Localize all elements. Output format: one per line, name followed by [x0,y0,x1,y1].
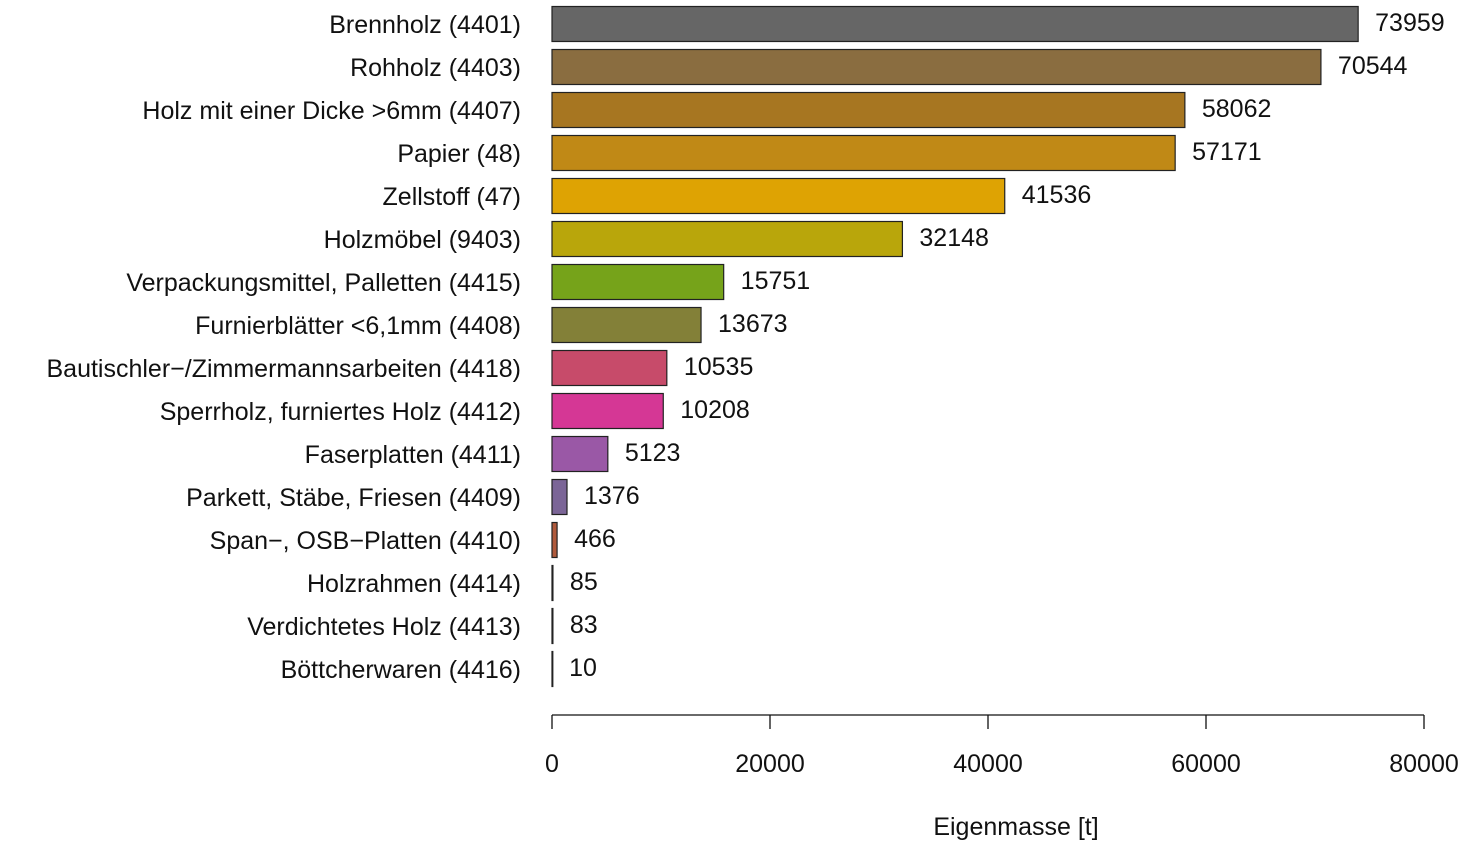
value-label: 10208 [680,396,750,424]
bar [551,134,1176,172]
value-label: 466 [574,525,616,553]
value-label: 1376 [584,482,640,510]
value-label: 10 [569,654,597,682]
bar [551,48,1322,86]
bar [551,220,904,258]
category-label: Zellstoff (47) [383,183,521,211]
category-label: Holzmöbel (9403) [324,226,521,254]
x-tick-label: 80000 [1389,750,1459,778]
x-axis: 0 20000 40000 60000 80000 [545,714,1459,778]
bar [551,521,558,559]
category-label: Bautischler−/Zimmermannsarbeiten (4418) [46,355,521,383]
bars-group [551,5,1359,688]
category-label: Verdichtetes Holz (4413) [247,613,521,641]
bar [551,91,1186,129]
x-tick-label: 40000 [953,750,1023,778]
x-axis-title: Eigenmasse [t] [933,813,1098,841]
category-label: Holzrahmen (4414) [307,570,521,598]
value-label: 85 [570,568,598,596]
value-label: 5123 [625,439,681,467]
bar [551,650,554,688]
value-label: 32148 [919,224,989,252]
value-label: 83 [570,611,598,639]
value-label: 58062 [1202,95,1272,123]
value-label: 13673 [718,310,788,338]
category-label: Rohholz (4403) [350,54,521,82]
bar [551,349,668,387]
category-label: Holz mit einer Dicke >6mm (4407) [142,97,521,125]
x-tick-label: 0 [545,750,559,778]
bar [551,607,554,645]
bar [551,5,1359,43]
category-label: Papier (48) [397,140,521,168]
value-label: 10535 [684,353,754,381]
category-label: Verpackungsmittel, Palletten (4415) [126,269,521,297]
category-label: Span−, OSB−Platten (4410) [210,527,521,555]
category-label: Sperrholz, furniertes Holz (4412) [160,398,521,426]
category-labels: Brennholz (4401) Rohholz (4403) Holz mit e… [46,11,521,684]
category-label: Böttcherwaren (4416) [281,656,521,684]
bar [551,263,725,301]
bar [551,435,609,473]
value-label: 57171 [1192,138,1262,166]
value-label: 73959 [1375,9,1445,37]
category-label: Faserplatten (4411) [305,441,521,469]
value-label: 70544 [1338,52,1408,80]
category-label: Furnierblätter <6,1mm (4408) [195,312,521,340]
bar [551,177,1006,215]
bar [551,564,554,602]
category-label: Parkett, Stäbe, Friesen (4409) [186,484,521,512]
x-tick-label: 60000 [1171,750,1241,778]
bar [551,306,702,344]
value-label: 15751 [741,267,811,295]
x-tick-label: 20000 [735,750,805,778]
value-labels: 73959 70544 58062 57171 41536 32148 15751 13673… [569,9,1445,682]
value-label: 41536 [1022,181,1092,209]
bar [551,478,568,516]
category-label: Brennholz (4401) [329,11,521,39]
bar [551,392,664,430]
